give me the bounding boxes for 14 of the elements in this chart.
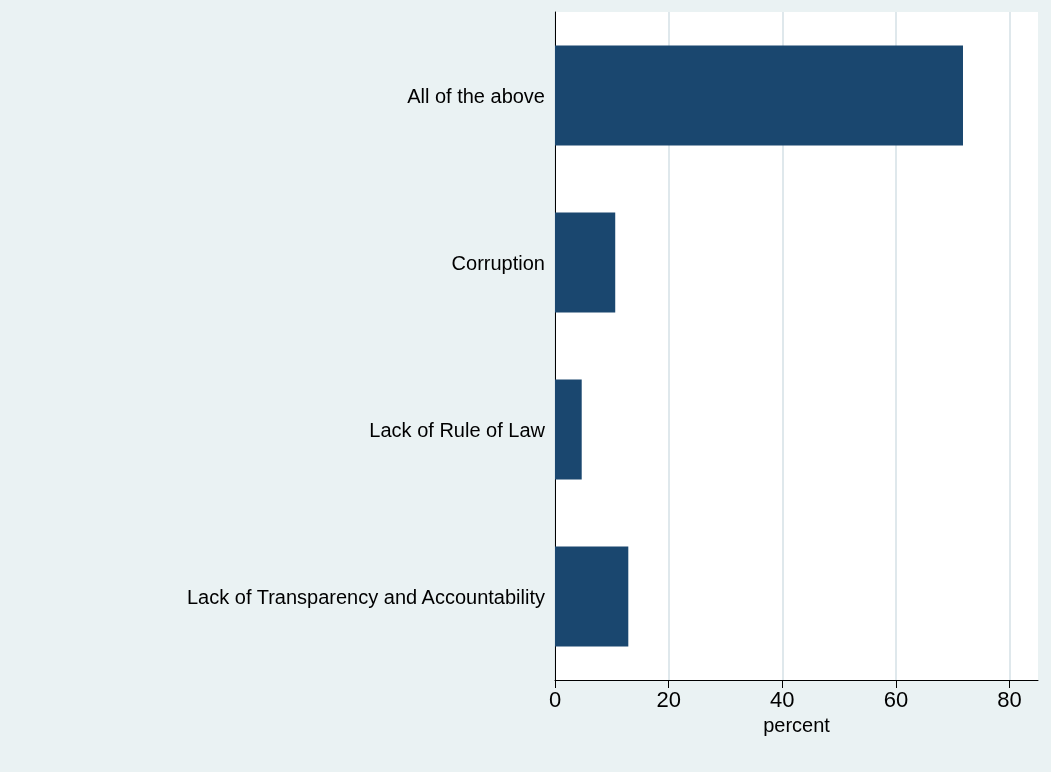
x-axis-title: percent [763,713,831,736]
y-tick-label: Corruption [451,251,545,274]
y-tick-label: Lack of Transparency and Accountability [187,585,545,608]
bar [555,546,629,647]
y-tick-label: Lack of Rule of Law [369,418,546,441]
y-tick-label: All of the above [407,84,545,107]
x-tick-label: 20 [656,686,681,712]
x-tick-label: 0 [548,686,562,712]
x-tick-label: 60 [883,686,909,712]
bar [555,45,963,146]
bar [555,212,616,313]
x-tick-label: 80 [997,686,1022,712]
x-tick-label: 40 [770,686,795,712]
bar [555,379,582,480]
